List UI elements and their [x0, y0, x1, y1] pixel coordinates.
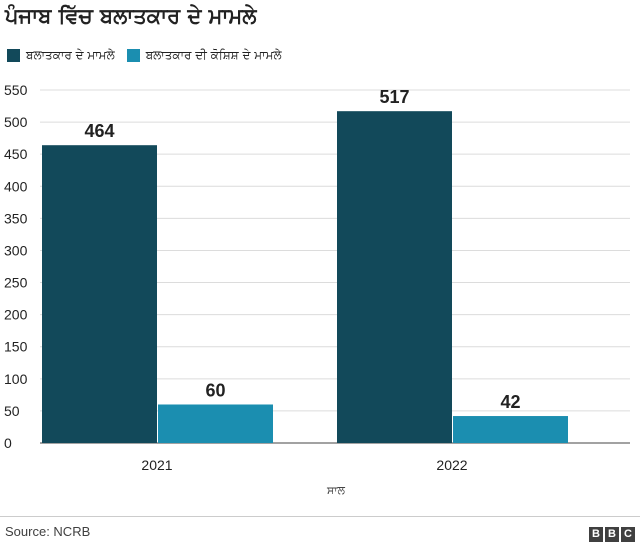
- y-tick-label: 150: [4, 339, 28, 355]
- data-label: 42: [500, 392, 520, 412]
- bar: [42, 145, 157, 444]
- legend-item-attempted-rape-cases: ਬਲਾਤਕਾਰ ਦੀ ਕੋਸ਼ਿਸ਼ ਦੇ ਮਾਮਲੇ: [126, 48, 282, 63]
- y-tick-label: 100: [4, 371, 28, 387]
- bbc-logo-block: C: [621, 527, 635, 542]
- legend-swatch-attempted-rape-cases: [126, 49, 140, 62]
- legend-item-rape-cases: ਬਲਾਤਕਾਰ ਦੇ ਮਾਮਲੇ: [7, 48, 115, 63]
- y-tick-label: 50: [4, 403, 20, 419]
- y-tick-label: 450: [4, 146, 28, 162]
- y-tick-label: 400: [4, 178, 28, 194]
- data-label: 464: [84, 121, 114, 141]
- y-tick-label: 250: [4, 275, 28, 291]
- y-tick-label: 550: [4, 82, 28, 98]
- data-label: 517: [379, 87, 409, 107]
- y-tick-label: 0: [4, 435, 12, 451]
- bbc-logo: B B C: [587, 527, 635, 542]
- y-tick-label: 350: [4, 210, 28, 226]
- legend: ਬਲਾਤਕਾਰ ਦੇ ਮਾਮਲੇ ਬਲਾਤਕਾਰ ਦੀ ਕੋਸ਼ਿਸ਼ ਦੇ ਮ…: [7, 48, 294, 63]
- y-tick-label: 200: [4, 307, 28, 323]
- bar: [453, 416, 568, 443]
- bbc-logo-block: B: [589, 527, 603, 542]
- legend-swatch-rape-cases: [7, 49, 20, 62]
- x-tick-label: 2022: [436, 457, 467, 473]
- source-note: Source: NCRB: [5, 524, 91, 539]
- bar: [158, 404, 273, 443]
- legend-label-attempted-rape-cases: ਬਲਾਤਕਾਰ ਦੀ ਕੋਸ਼ਿਸ਼ ਦੇ ਮਾਮਲੇ: [145, 48, 282, 62]
- y-tick-label: 300: [4, 242, 28, 258]
- legend-label-rape-cases: ਬਲਾਤਕਾਰ ਦੇ ਮਾਮਲੇ: [26, 48, 115, 62]
- bbc-logo-block: B: [605, 527, 619, 542]
- x-tick-label: 2021: [141, 457, 172, 473]
- x-axis-label: ਸਾਲ: [326, 484, 345, 497]
- chart-title: ਪੰਜਾਬ ਵਿੱਚ ਬਲਾਤਕਾਰ ਦੇ ਮਾਮਲੇ: [5, 4, 257, 28]
- y-tick-label: 500: [4, 114, 28, 130]
- data-label: 60: [205, 380, 225, 400]
- bar: [337, 111, 452, 444]
- footer-divider: [0, 516, 640, 517]
